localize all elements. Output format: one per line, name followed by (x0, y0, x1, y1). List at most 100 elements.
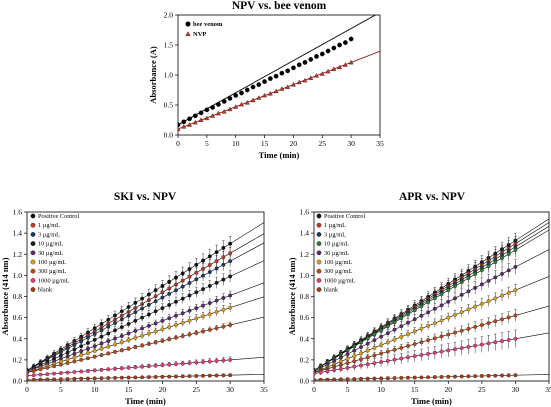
x-tick-label: 0 (25, 385, 29, 394)
data-point (194, 360, 199, 365)
data-point (198, 117, 204, 122)
data-point (58, 362, 63, 367)
data-point (99, 334, 104, 339)
data-point (486, 299, 491, 304)
series-5 (314, 249, 549, 374)
data-point (214, 250, 219, 255)
data-point (72, 359, 77, 364)
data-point (432, 321, 437, 326)
data-point (379, 334, 384, 339)
legend-marker (185, 31, 191, 37)
data-point (379, 351, 384, 356)
data-point (167, 337, 172, 342)
data-point (79, 349, 84, 354)
data-point (160, 295, 165, 300)
legend-marker (30, 241, 36, 246)
fit-line (314, 218, 549, 371)
legend-label: bee venom (193, 21, 223, 28)
data-point (174, 322, 178, 327)
data-point (513, 373, 518, 378)
data-point (453, 296, 457, 301)
data-point (126, 365, 131, 370)
data-point (140, 333, 145, 338)
x-tick-label: 5 (205, 139, 209, 148)
data-point (290, 82, 296, 87)
data-point (392, 376, 397, 380)
x-tick-label: 20 (445, 385, 453, 394)
data-point (160, 363, 165, 368)
data-point (250, 84, 256, 90)
data-point (479, 282, 484, 287)
chart-panel-2: SKI vs. NPV 0 5 10 15 20 25 30 35 0.0 0.2 0.4 0.6 0.8… (0, 191, 268, 406)
data-point (493, 373, 498, 378)
data-point (473, 343, 478, 348)
data-point (214, 309, 219, 314)
data-point (365, 376, 370, 381)
data-point (119, 325, 124, 330)
y-axis-label: Absorbance (414 nm) (287, 257, 297, 335)
data-point (72, 347, 77, 352)
data-point (79, 376, 84, 381)
data-point (180, 311, 185, 316)
data-point (439, 292, 444, 297)
data-point (146, 302, 151, 307)
data-point (133, 365, 138, 370)
data-point (52, 377, 57, 381)
data-point (207, 359, 212, 364)
data-point (419, 313, 424, 318)
data-point (214, 359, 219, 363)
data-point (201, 258, 205, 263)
data-point (140, 343, 145, 348)
x-axis-label: Time (min) (259, 150, 300, 160)
data-point (352, 364, 357, 369)
data-point (479, 323, 484, 327)
data-point (178, 122, 181, 128)
legend-marker (316, 278, 322, 283)
y-tick-label: 1.4 (300, 229, 310, 238)
data-point (133, 310, 138, 315)
data-point (153, 309, 158, 314)
data-point (385, 324, 390, 329)
data-point (432, 350, 437, 355)
data-point (221, 262, 226, 267)
data-point (332, 377, 337, 381)
data-point (86, 351, 90, 355)
x-tick-label: 15 (261, 139, 269, 148)
data-point (291, 65, 296, 71)
data-point (113, 366, 117, 371)
data-point (113, 350, 117, 354)
data-point (167, 325, 172, 330)
data-point (133, 329, 138, 333)
legend: Positive Control 1 µg/mL 3 µg/mL 10 µg/mL 30… (30, 213, 79, 294)
data-point (146, 323, 151, 328)
data-point (65, 377, 70, 381)
data-point (359, 351, 363, 356)
legend-marker (30, 250, 36, 256)
data-point (466, 307, 471, 312)
data-point (106, 376, 111, 380)
x-tick-label: 0 (312, 385, 316, 394)
data-point (493, 340, 498, 345)
data-point (228, 357, 233, 362)
data-point (372, 332, 377, 337)
chart-title: SKI vs. NPV (114, 191, 177, 203)
data-point (399, 316, 404, 321)
data-point (140, 375, 145, 380)
fit-line (314, 222, 549, 371)
data-point (99, 367, 104, 372)
data-point (133, 345, 138, 350)
data-point (194, 331, 199, 335)
data-point (92, 354, 97, 359)
data-point (160, 338, 165, 343)
data-point (221, 358, 226, 363)
data-point (331, 45, 337, 51)
data-point (399, 324, 404, 329)
x-tick-label: 25 (193, 385, 201, 394)
data-point (250, 97, 256, 103)
data-point (412, 342, 417, 346)
data-point (140, 326, 145, 331)
data-point (92, 332, 97, 336)
data-point (167, 303, 172, 307)
data-point (207, 254, 212, 259)
legend-label: 30 µg/mL (38, 250, 63, 257)
